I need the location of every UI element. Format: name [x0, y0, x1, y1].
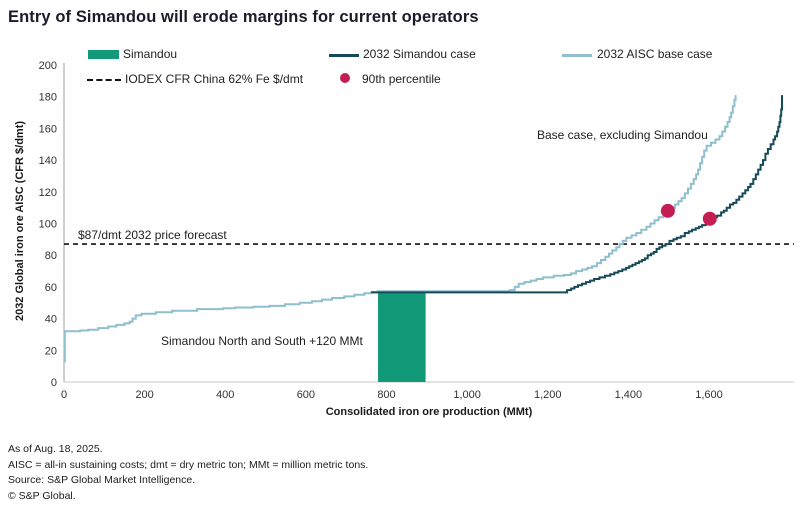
- base-case-curve: [63, 95, 737, 363]
- percentile-point: [702, 211, 717, 226]
- y-tick-label: 120: [39, 187, 57, 199]
- x-axis-title: Consolidated iron ore production (MMt): [325, 406, 533, 418]
- footer: As of Aug. 18, 2025. AISC = all-in susta…: [8, 442, 368, 504]
- legend-label-iodex: IODEX CFR China 62% Fe $/dmt: [125, 72, 304, 86]
- x-tick-label: 1,000: [453, 389, 481, 401]
- y-tick-label: 0: [51, 377, 57, 389]
- simandou-bar: [378, 292, 426, 382]
- iodex-dashed-line-icon: [87, 79, 121, 81]
- y-axis-title: 2032 Global iron ore AISC (CFR $/dmt): [14, 120, 26, 322]
- y-tick-label: 60: [45, 282, 57, 294]
- legend-label-percentile: 90th percentile: [362, 72, 441, 86]
- y-tick-label: 140: [39, 155, 57, 167]
- y-tick-label: 40: [45, 314, 57, 326]
- y-tick-label: 100: [39, 219, 57, 231]
- simandou-swatch-icon: [88, 50, 119, 59]
- chart-canvas: 0 20 40 60 80 100 120 140 160 180 200 0 200 400 600 800…: [39, 60, 794, 401]
- footer-copyright: © S&P Global.: [8, 489, 76, 502]
- simandou-case-curve: [371, 95, 783, 294]
- x-tick-label: 600: [297, 389, 315, 401]
- chart-title: Entry of Simandou will erode margins for…: [8, 8, 479, 26]
- y-tick-label: 20: [45, 345, 57, 357]
- y-tick-label: 80: [45, 250, 57, 262]
- x-tick-label: 800: [377, 389, 395, 401]
- legend-label-simandou-case: 2032 Simandou case: [363, 47, 476, 61]
- footer-source: Source: S&P Global Market Intelligence.: [8, 474, 196, 486]
- legend-label-simandou: Simandou: [123, 47, 178, 61]
- footer-definitions: AISC = all-in sustaining costs; dmt = dr…: [8, 458, 369, 471]
- base-case-line-icon: [562, 54, 592, 57]
- x-tick-label: 200: [135, 389, 153, 401]
- percentile-point: [660, 203, 675, 218]
- price-forecast-annotation: $87/dmt 2032 price forecast: [78, 228, 227, 242]
- percentile-dot-icon: [340, 73, 350, 83]
- x-tick-label: 1,600: [695, 389, 723, 401]
- x-tick-label: 0: [61, 389, 67, 401]
- legend-label-base-case: 2032 AISC base case: [597, 47, 713, 61]
- y-tick-label: 200: [39, 60, 57, 72]
- y-tick-label: 160: [39, 123, 57, 135]
- simandou-bar-annotation: Simandou North and South +120 MMt: [161, 334, 363, 348]
- x-tick-label: 400: [216, 389, 234, 401]
- y-tick-label: 180: [39, 92, 57, 104]
- base-case-annotation: Base case, excluding Simandou: [537, 128, 708, 142]
- x-tick-label: 1,200: [534, 389, 562, 401]
- footer-as-of: As of Aug. 18, 2025.: [8, 443, 103, 455]
- x-tick-label: 1,400: [615, 389, 643, 401]
- simandou-case-line-icon: [329, 54, 359, 57]
